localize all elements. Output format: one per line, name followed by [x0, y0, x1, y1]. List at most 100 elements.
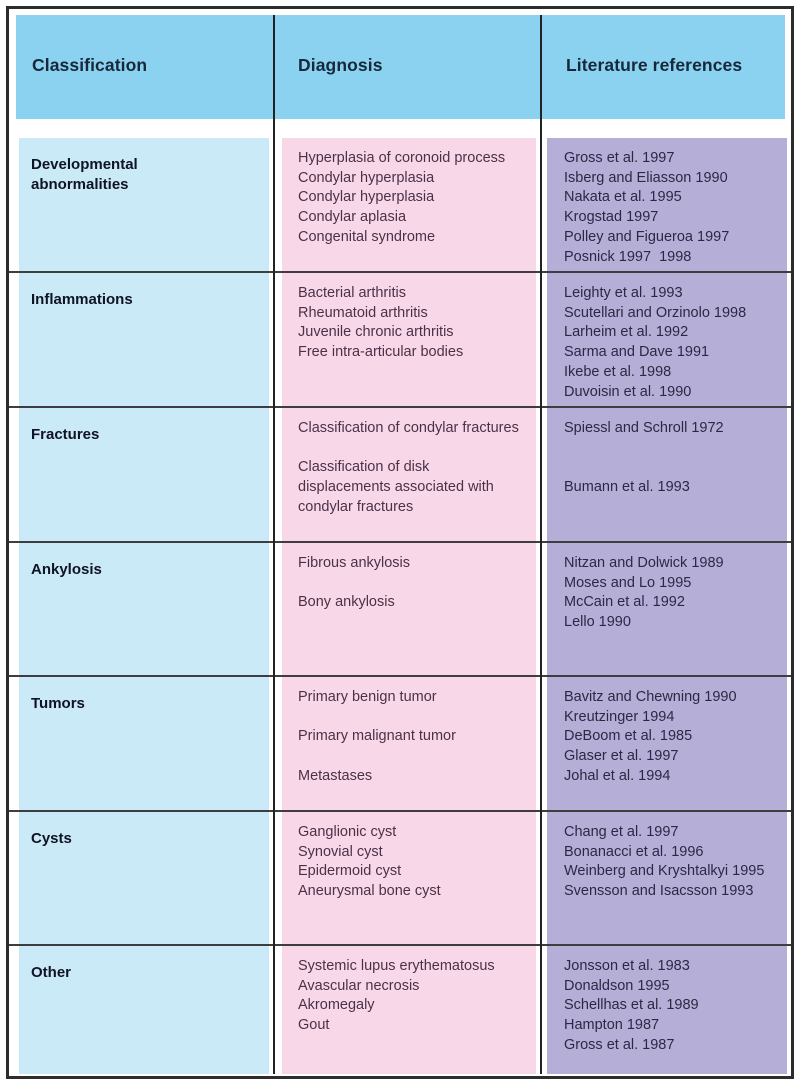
reference-item: Chang et al. 1997 [564, 824, 679, 840]
reference-item: Gross et al. 1997 [564, 150, 675, 166]
diagnosis-item: Aneurysmal bone cyst [298, 883, 441, 900]
diagnosis-item: Akromegaly [298, 997, 375, 1014]
reference-item [564, 458, 787, 478]
diagnosis-cell: Classification of condylar fractures Clas… [282, 408, 536, 541]
diagnosis-cell: Fibrous ankylosis Bony ankylosis [282, 543, 536, 675]
reference-item: Bavitz and Chewning 1990 [564, 689, 737, 705]
diagnosis-item: Bony ankylosis [298, 594, 395, 611]
reference-item: Nakata et al. 1995 [564, 189, 682, 206]
reference-item: Scutellari and Orzinolo 1998 [564, 304, 747, 321]
reference-item: Sarma and Dave 1991 [564, 344, 710, 361]
reference-item: Schellhas et al. 1989 [564, 997, 699, 1014]
reference-item: Johal et al. 1994 [564, 767, 671, 784]
table-row: Cysts Ganglionic cyst Synovial cyst Epiderm… [9, 810, 791, 944]
diagnosis-item: Fibrous ankylosis [298, 555, 411, 571]
table-row: Ankylosis Fibrous ankylosis Bony ankylosis… [9, 541, 791, 675]
diagnosis-item: Rheumatoid arthritis [298, 304, 428, 321]
table-row: Fractures Classification of condylar frac… [9, 406, 791, 541]
diagnosis-item: Condylar hyperplasia [298, 169, 435, 186]
diagnosis-item: Free intra-articular bodies [298, 344, 464, 361]
classification-cell: Inflammations [19, 273, 269, 406]
header-diagnosis: Diagnosis [298, 55, 383, 75]
reference-item: Spiessl and Schroll 1972 [564, 420, 724, 436]
diagnosis-item: Avascular necrosis [298, 977, 420, 994]
diagnosis-cell: Systemic lupus erythematosus Avascular ne… [282, 946, 536, 1074]
table-row: Developmental abnormalities Hyperplasia o… [9, 138, 791, 271]
references-cell: Spiessl and Schroll 1972 Bumann et al. 19… [547, 408, 787, 541]
references-cell: Gross et al. 1997 Isberg and Eliasson 199… [547, 138, 787, 271]
diagnosis-item: Condylar aplasia [298, 209, 407, 226]
table-row: Tumors Primary benign tumor Primary malign… [9, 675, 791, 810]
diagnosis-item: Juvenile chronic arthritis [298, 324, 454, 341]
reference-item: Bumann et al. 1993 [564, 479, 690, 496]
references-cell: Bavitz and Chewning 1990 Kreutzinger 1994… [547, 677, 787, 810]
reference-item: Kreutzinger 1994 [564, 708, 675, 725]
table-row: Inflammations Bacterial arthritis Rheumato… [9, 271, 791, 406]
references-cell: Jonsson et al. 1983 Donaldson 1995 Schellh… [547, 946, 787, 1074]
reference-item: Polley and Figueroa 1997 [564, 228, 730, 245]
reference-item: DeBoom et al. 1985 [564, 728, 693, 745]
reference-item: Posnick 1997 1998 [564, 248, 692, 265]
reference-item: Larheim et al. 1992 [564, 324, 689, 341]
diagnosis-item: Primary benign tumor [298, 689, 437, 705]
diagnosis-item: Bacterial arthritis [298, 285, 406, 301]
diagnosis-item: Primary malignant tumor [298, 728, 456, 745]
reference-item: Moses and Lo 1995 [564, 574, 692, 591]
classification-cell: Fractures [19, 408, 269, 541]
reference-item: Nitzan and Dolwick 1989 [564, 555, 724, 571]
reference-item: Glaser et al. 1997 [564, 748, 679, 765]
diagnosis-item [298, 439, 523, 459]
classification-cell: Cysts [19, 812, 269, 944]
reference-item: Donaldson 1995 [564, 977, 670, 994]
reference-item: Weinberg and Kryshtalkyi 1995 [564, 863, 765, 880]
header-literature-references: Literature references [566, 55, 743, 75]
diagnosis-item: Epidermoid cyst [298, 863, 402, 880]
diagnosis-item: Gout [298, 1017, 330, 1034]
references-cell: Nitzan and Dolwick 1989 Moses and Lo 1995… [547, 543, 787, 675]
classification-cell: Tumors [19, 677, 269, 810]
reference-item: Lello 1990 [564, 614, 631, 631]
diagnosis-item: Classification of disk displacements ass… [298, 459, 498, 515]
table-frame: Classification Diagnosis Literature refe… [6, 6, 794, 1079]
table-body: Developmental abnormalities Hyperplasia o… [9, 138, 791, 1074]
column-divider-1 [273, 15, 275, 1074]
diagnosis-cell: Bacterial arthritis Rheumatoid arthritis J… [282, 273, 536, 406]
classification-label: Ankylosis [31, 561, 102, 578]
diagnosis-item: Condylar hyperplasia [298, 189, 435, 206]
reference-item: Jonsson et al. 1983 [564, 958, 690, 974]
classification-label: Tumors [31, 695, 85, 712]
diagnosis-cell: Primary benign tumor Primary malignant tu… [282, 677, 536, 810]
diagnosis-item [298, 574, 523, 594]
classification-cell: Other [19, 946, 269, 1074]
classification-cell: Ankylosis [19, 543, 269, 675]
reference-item: Duvoisin et al. 1990 [564, 383, 692, 400]
reference-item: Gross et al. 1987 [564, 1036, 675, 1053]
reference-item: Hampton 1987 [564, 1017, 660, 1034]
references-cell: Chang et al. 1997 Bonanacci et al. 1996 We… [547, 812, 787, 944]
diagnosis-item [298, 747, 523, 767]
diagnosis-item [298, 708, 523, 728]
table-row: Other Systemic lupus erythematosus Avascul… [9, 944, 791, 1074]
reference-item: Svensson and Isacsson 1993 [564, 883, 754, 900]
header-classification: Classification [32, 55, 148, 75]
column-divider-2 [540, 15, 542, 1074]
classification-label: Fractures [31, 426, 100, 443]
reference-item [564, 439, 787, 459]
reference-item: Leighty et al. 1993 [564, 285, 683, 301]
diagnosis-item: Metastases [298, 767, 373, 784]
classification-cell: Developmental abnormalities [19, 138, 269, 271]
classification-label: Developmental abnormalities [31, 156, 138, 193]
table-header: Classification Diagnosis Literature refe… [16, 15, 785, 119]
diagnosis-item: Systemic lupus erythematosus [298, 958, 495, 974]
classification-label: Other [31, 964, 72, 981]
reference-item: Ikebe et al. 1998 [564, 363, 672, 380]
reference-item: Bonanacci et al. 1996 [564, 843, 704, 860]
reference-item: Isberg and Eliasson 1990 [564, 169, 728, 186]
diagnosis-item: Ganglionic cyst [298, 824, 397, 840]
diagnosis-item: Classification of condylar fractures [298, 420, 519, 436]
classification-label: Inflammations [31, 291, 133, 308]
reference-item: Krogstad 1997 [564, 209, 659, 226]
diagnosis-item: Hyperplasia of coronoid process [298, 150, 506, 166]
classification-label: Cysts [31, 830, 72, 847]
